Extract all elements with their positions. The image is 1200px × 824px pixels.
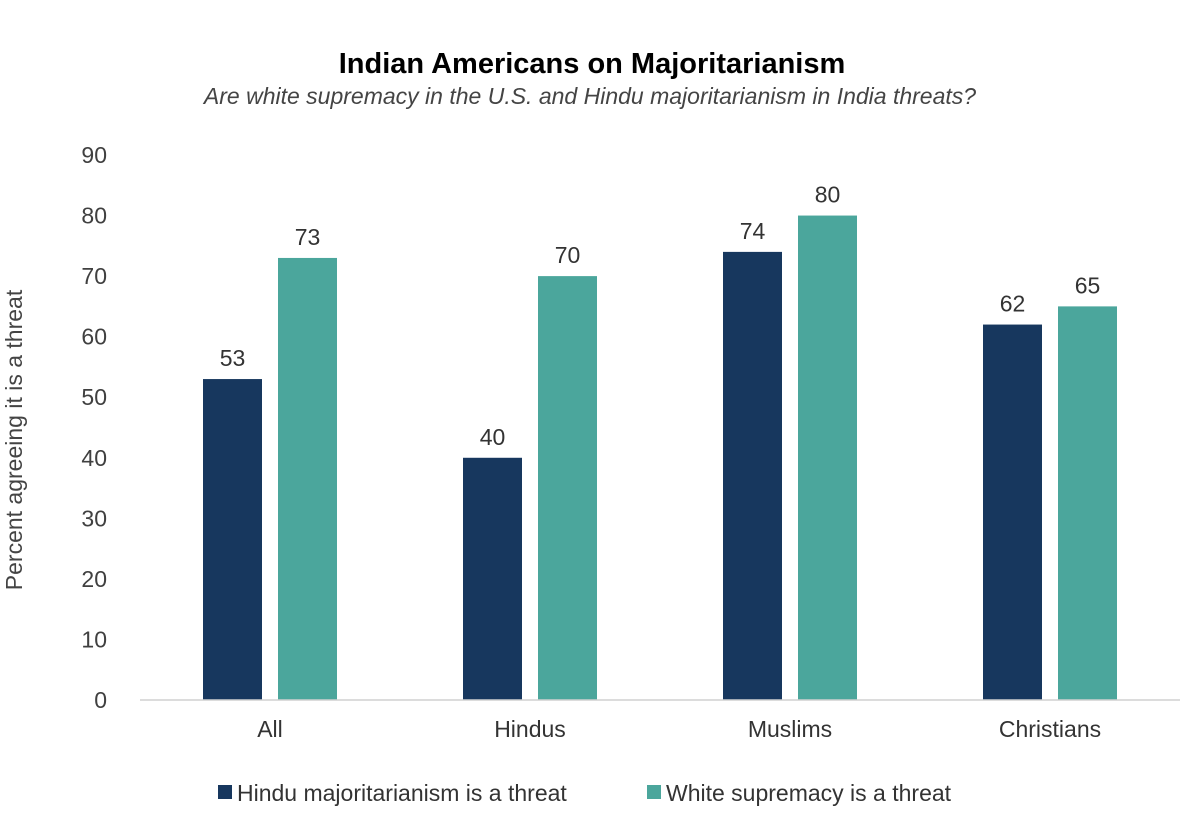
bar-white-supremacy-christians [1058, 306, 1117, 700]
legend-label: White supremacy is a threat [666, 780, 952, 806]
y-axis-label: Percent agreeing it is a threat [1, 289, 27, 590]
bar-hindu-majoritarianism-all [203, 379, 262, 700]
y-tick-label: 20 [81, 566, 107, 592]
x-axis-labels: All Hindus Muslims Christians [257, 716, 1101, 742]
legend-swatch [647, 785, 661, 799]
y-tick-label: 40 [81, 445, 107, 471]
y-axis-ticks: 0 10 20 30 40 50 60 70 80 90 [81, 142, 107, 713]
data-label: 53 [220, 345, 246, 371]
y-tick-label: 80 [81, 203, 107, 229]
data-label: 40 [480, 424, 506, 450]
data-label: 80 [815, 182, 841, 208]
data-label: 65 [1075, 272, 1101, 298]
data-label: 62 [1000, 291, 1026, 317]
bar-hindu-majoritarianism-christians [983, 324, 1042, 700]
bars-group [203, 215, 1117, 701]
data-label: 74 [740, 218, 766, 244]
x-category-label: Hindus [494, 716, 566, 742]
x-category-label: Muslims [748, 716, 832, 742]
chart-subtitle: Are white supremacy in the U.S. and Hind… [202, 83, 976, 109]
y-tick-label: 30 [81, 505, 107, 531]
bar-white-supremacy-hindus [538, 276, 597, 700]
data-label: 73 [295, 224, 321, 250]
data-labels-group: 53 73 40 70 74 80 62 65 [220, 182, 1101, 450]
y-tick-label: 70 [81, 263, 107, 289]
bar-white-supremacy-all [278, 257, 337, 700]
legend: Hindu majoritarianism is a threat White s… [218, 780, 952, 806]
x-category-label: All [257, 716, 283, 742]
y-tick-label: 50 [81, 384, 107, 410]
bar-white-supremacy-muslims [798, 215, 857, 701]
data-label: 70 [555, 242, 581, 268]
y-tick-label: 90 [81, 142, 107, 168]
y-tick-label: 10 [81, 626, 107, 652]
x-category-label: Christians [999, 716, 1101, 742]
bar-hindu-majoritarianism-muslims [723, 251, 782, 700]
legend-swatch [218, 785, 232, 799]
y-tick-label: 60 [81, 324, 107, 350]
y-tick-label: 0 [94, 687, 107, 713]
bar-hindu-majoritarianism-hindus [463, 457, 522, 700]
chart-title: Indian Americans on Majoritarianism [339, 48, 846, 80]
legend-label: Hindu majoritarianism is a threat [237, 780, 567, 806]
